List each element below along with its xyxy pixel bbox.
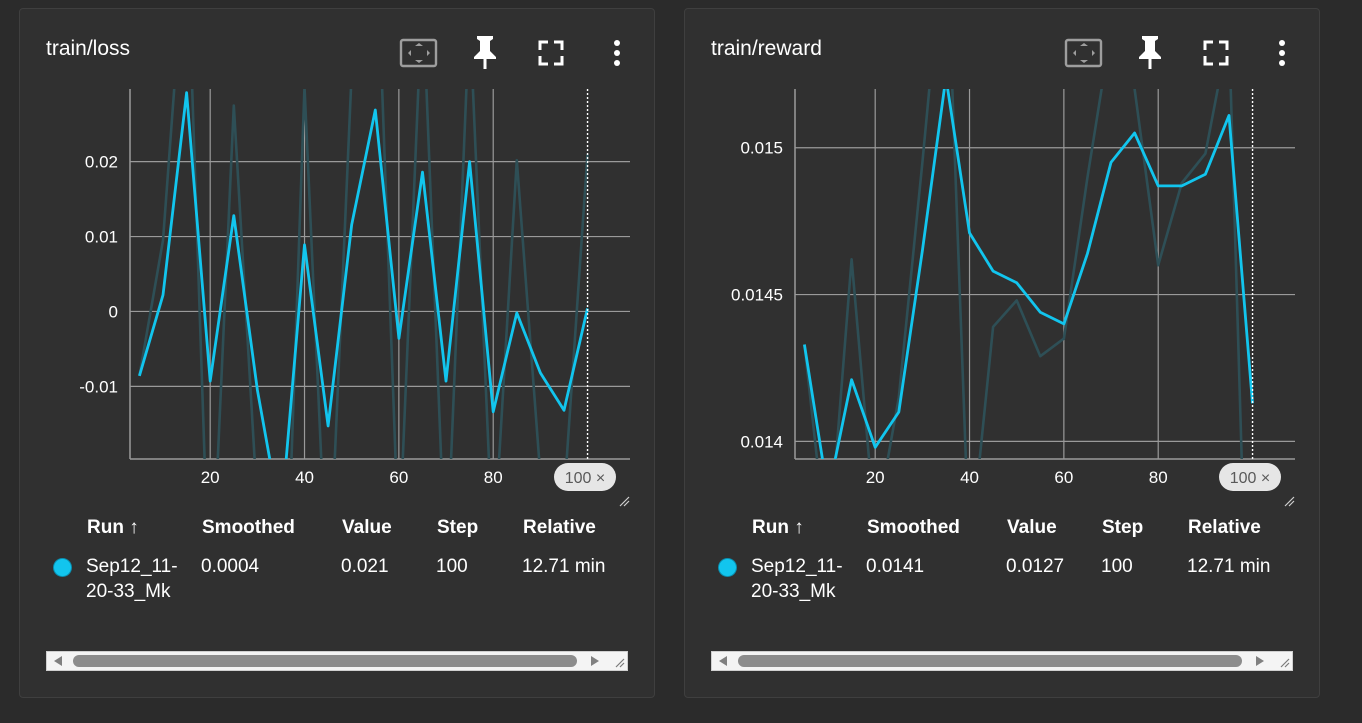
x-tick-label: 80 (484, 468, 503, 487)
column-header-run[interactable]: Run ↑ (87, 517, 139, 538)
resize-grip-icon[interactable] (615, 658, 625, 668)
step-badge[interactable]: 100 × (554, 463, 616, 491)
series-line-smoothed (803, 89, 1254, 459)
series-line-smoothed (138, 91, 589, 459)
scrollbar-thumb[interactable] (73, 655, 577, 667)
relative-value: 12.71 min (522, 556, 606, 577)
resize-handle-icon[interactable] (618, 495, 630, 507)
horizontal-scrollbar[interactable] (711, 651, 1293, 671)
resize-grip-icon[interactable] (1280, 658, 1290, 668)
card-train-loss: train/loss -0.01 0 0.01 0.02 20 40 60 80 100 × … (19, 8, 655, 698)
column-header-relative[interactable]: Relative (1188, 517, 1261, 538)
scrollbar-thumb[interactable] (738, 655, 1242, 667)
run-color-dot (54, 559, 71, 576)
column-header-smoothed[interactable]: Smoothed (202, 517, 295, 538)
x-tick-label: 60 (1054, 468, 1073, 487)
y-tick-label: 0.0145 (731, 286, 783, 305)
series-line-raw (803, 89, 1244, 459)
column-header-run[interactable]: Run ↑ (752, 517, 804, 538)
line-chart-train-loss[interactable]: -0.01 0 0.01 0.02 20 40 60 80 100 × (20, 9, 656, 509)
raw-value: 0.021 (341, 556, 389, 577)
card-title: train/reward (711, 37, 822, 60)
y-tick-label: 0.02 (85, 153, 118, 172)
x-tick-label: 20 (866, 468, 885, 487)
scroll-right-icon[interactable] (1256, 656, 1264, 666)
fullscreen-icon[interactable] (531, 33, 571, 73)
horizontal-scrollbar[interactable] (46, 651, 628, 671)
column-header-smoothed[interactable]: Smoothed (867, 517, 960, 538)
run-name: Sep12_11- 20-33_Mk (86, 554, 178, 604)
svg-text:100 ×: 100 × (565, 470, 605, 487)
raw-value: 0.0127 (1006, 556, 1065, 577)
run-name: Sep12_11- 20-33_Mk (751, 554, 843, 604)
scroll-left-icon[interactable] (54, 656, 62, 666)
column-header-value[interactable]: Value (342, 517, 392, 538)
scroll-left-icon[interactable] (719, 656, 727, 666)
run-name-line-1: Sep12_11- (86, 556, 178, 577)
series-line-raw (138, 89, 589, 459)
run-name-line-2: 20-33_Mk (751, 581, 836, 602)
y-tick-label: 0 (109, 302, 118, 321)
x-tick-label: 60 (389, 468, 408, 487)
resize-handle-icon[interactable] (1283, 495, 1295, 507)
pin-icon[interactable] (465, 33, 505, 73)
y-tick-label: 0.014 (740, 432, 783, 451)
column-header-relative[interactable]: Relative (523, 517, 596, 538)
more-vert-icon[interactable] (597, 33, 637, 73)
fit-domain-icon[interactable] (399, 33, 439, 73)
smoothed-value: 0.0141 (866, 556, 925, 577)
column-header-value[interactable]: Value (1007, 517, 1057, 538)
x-tick-label: 80 (1149, 468, 1168, 487)
step-value: 100 (1101, 556, 1133, 577)
pin-icon[interactable] (1130, 33, 1170, 73)
svg-text:100 ×: 100 × (1230, 470, 1270, 487)
fit-domain-icon[interactable] (1064, 33, 1104, 73)
run-color-dot (719, 559, 736, 576)
run-name-line-2: 20-33_Mk (86, 581, 171, 602)
x-tick-label: 40 (295, 468, 314, 487)
column-header-step[interactable]: Step (437, 517, 479, 538)
x-tick-label: 20 (201, 468, 220, 487)
x-tick-label: 40 (960, 468, 979, 487)
more-vert-icon[interactable] (1262, 33, 1302, 73)
line-chart-train-reward[interactable]: 0.014 0.0145 0.015 20 40 60 80 100 × (685, 9, 1321, 509)
y-tick-label: -0.01 (79, 377, 118, 396)
fullscreen-icon[interactable] (1196, 33, 1236, 73)
smoothed-value: 0.0004 (201, 556, 260, 577)
step-value: 100 (436, 556, 468, 577)
step-badge[interactable]: 100 × (1219, 463, 1281, 491)
column-header-step[interactable]: Step (1102, 517, 1144, 538)
card-train-reward: train/reward 0.014 0.0145 0.015 20 40 60 80 10… (684, 8, 1320, 698)
scroll-right-icon[interactable] (591, 656, 599, 666)
card-title: train/loss (46, 37, 131, 60)
relative-value: 12.71 min (1187, 556, 1271, 577)
y-tick-label: 0.015 (740, 139, 783, 158)
y-tick-label: 0.01 (85, 228, 118, 247)
run-name-line-1: Sep12_11- (751, 556, 843, 577)
